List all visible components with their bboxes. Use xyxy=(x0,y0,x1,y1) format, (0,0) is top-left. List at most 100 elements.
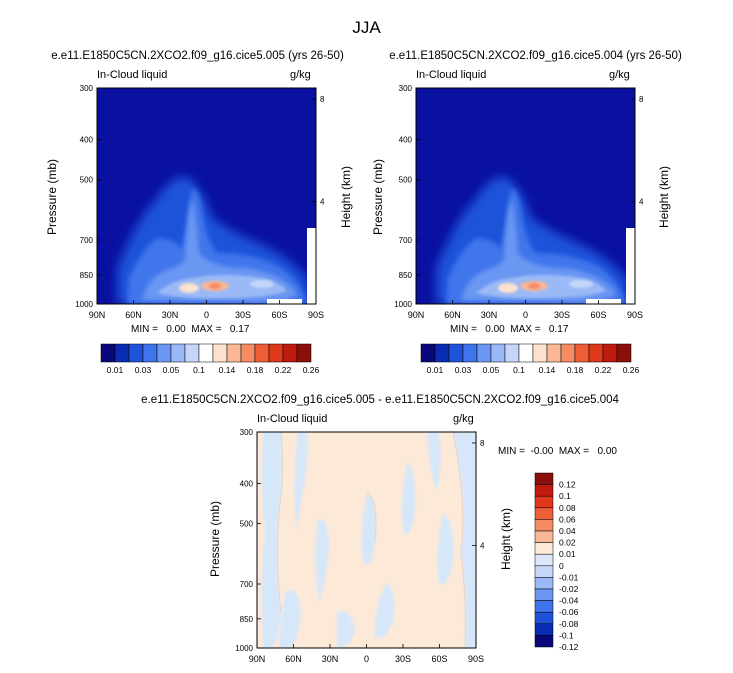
x-tick-label: 90N xyxy=(249,654,266,664)
y-right-tick-label: 4 xyxy=(480,541,485,550)
colorbar-swatch xyxy=(534,600,554,613)
x-tick-label: 0 xyxy=(523,310,528,320)
y-tick-label: 400 xyxy=(80,136,94,145)
colorbar-swatch xyxy=(462,343,478,363)
y-tick-label: 500 xyxy=(80,176,94,185)
cloud-core-1 xyxy=(498,283,518,293)
colorbar-swatch xyxy=(534,507,554,520)
units-label: g/kg xyxy=(290,69,311,81)
missing-antarctica xyxy=(307,228,316,304)
x-tick-label: 90N xyxy=(89,310,106,320)
x-tick-label: 30S xyxy=(554,310,570,320)
colorbar-swatch xyxy=(170,343,186,363)
y-tick-label: 300 xyxy=(240,428,254,437)
x-tick-label: 60N xyxy=(125,310,142,320)
colorbar-swatch xyxy=(602,343,618,363)
cloud-layer-3 xyxy=(142,198,297,303)
x-tick-label: 30N xyxy=(481,310,498,320)
colorbar-label: 0.06 xyxy=(559,514,576,524)
x-tick-label: 30S xyxy=(395,654,411,664)
colorbar-label: 0.22 xyxy=(275,365,292,375)
variable-label: In-Cloud liquid xyxy=(257,413,328,425)
colorbar-label: 0.01 xyxy=(107,365,124,375)
colorbar-swatch xyxy=(268,343,284,363)
panel-title-bottom: e.e11.E1850C5CN.2XCO2.f09_g16.cice5.005 … xyxy=(141,394,619,406)
colorbar-label: 0.01 xyxy=(559,549,576,559)
colorbar-swatch xyxy=(198,343,214,363)
x-tick-label: 60S xyxy=(431,654,447,664)
colorbar-swatch xyxy=(588,343,604,363)
x-tick-label: 60N xyxy=(444,310,461,320)
y-right-tick-label: 8 xyxy=(320,95,325,104)
y-axis-label: Pressure (mb) xyxy=(208,501,222,578)
cloud-core-3 xyxy=(528,283,540,289)
colorbar-label: 0 xyxy=(559,561,564,571)
colorbar-swatch xyxy=(534,623,554,636)
colorbar-swatch xyxy=(534,484,554,497)
colorbar-label: -0.08 xyxy=(559,619,579,629)
x-tick-label: 90S xyxy=(627,310,643,320)
colorbar-label: 0.1 xyxy=(193,365,205,375)
colorbar-swatch xyxy=(184,343,200,363)
x-tick-label: 60S xyxy=(590,310,606,320)
y-right-tick-label: 8 xyxy=(639,95,644,104)
colorbar-swatch xyxy=(240,343,256,363)
y-tick-label: 300 xyxy=(399,84,413,93)
y-tick-label: 700 xyxy=(80,236,94,245)
y-tick-label: 700 xyxy=(240,580,254,589)
colorbar-label: -0.02 xyxy=(559,584,579,594)
colorbar-swatch xyxy=(448,343,464,363)
missing-surface xyxy=(586,299,621,304)
colorbar-label: 0.14 xyxy=(539,365,556,375)
colorbar-label: 0.1 xyxy=(513,365,525,375)
colorbar-label: -0.1 xyxy=(559,630,574,640)
colorbar-label: 0.02 xyxy=(559,538,576,548)
colorbar-label: 0.05 xyxy=(163,365,180,375)
y-tick-label: 700 xyxy=(399,236,413,245)
cloud-layer-3 xyxy=(461,198,616,303)
x-tick-label: 30S xyxy=(235,310,251,320)
y-tick-label: 400 xyxy=(399,136,413,145)
x-tick-label: 90N xyxy=(408,310,425,320)
panel-title-left: e.e11.E1850C5CN.2XCO2.f09_g16.cice5.005 … xyxy=(51,50,344,62)
colorbar-swatch xyxy=(156,343,172,363)
colorbar-swatch xyxy=(534,472,554,485)
colorbar-swatch xyxy=(574,343,590,363)
colorbar-swatch xyxy=(226,343,242,363)
y-right-tick-label: 8 xyxy=(480,439,485,448)
colorbar-swatch xyxy=(476,343,492,363)
colorbar-swatch xyxy=(534,565,554,578)
colorbar-label: 0.18 xyxy=(247,365,264,375)
colorbar-label: 0.18 xyxy=(567,365,584,375)
colorbar-swatch xyxy=(534,553,554,567)
colorbar-swatch xyxy=(504,343,520,363)
difference-plot xyxy=(256,431,477,649)
top-left-plot xyxy=(96,87,317,305)
panel-title-right: e.e11.E1850C5CN.2XCO2.f09_g16.cice5.004 … xyxy=(389,50,682,62)
x-tick-label: 90S xyxy=(308,310,324,320)
colorbar-label: 0.05 xyxy=(483,365,500,375)
colorbar-label: 0.22 xyxy=(595,365,612,375)
missing-surface xyxy=(267,299,302,304)
variable-label: In-Cloud liquid xyxy=(97,69,168,81)
colorbar-label: 0.14 xyxy=(219,365,236,375)
colorbar-swatch xyxy=(518,343,534,363)
x-tick-label: 0 xyxy=(364,654,369,664)
y-tick-label: 850 xyxy=(80,271,94,280)
x-tick-label: 90S xyxy=(468,654,484,664)
cloud-core-3 xyxy=(209,283,221,289)
page-title: JJA xyxy=(352,18,381,37)
y-axis-label: Pressure (mb) xyxy=(45,159,59,236)
y-axis-label-right: Height (km) xyxy=(657,166,671,229)
x-tick-label: 60S xyxy=(271,310,287,320)
colorbar-swatch xyxy=(534,519,554,532)
colorbar-swatch xyxy=(212,343,228,363)
y-right-tick-label: 4 xyxy=(639,197,644,206)
x-tick-label: 30N xyxy=(322,654,339,664)
units-label: g/kg xyxy=(453,413,474,425)
x-tick-label: 60N xyxy=(285,654,302,664)
missing-antarctica xyxy=(626,228,635,304)
units-label: g/kg xyxy=(609,69,630,81)
colorbar-label: -0.06 xyxy=(559,607,579,617)
